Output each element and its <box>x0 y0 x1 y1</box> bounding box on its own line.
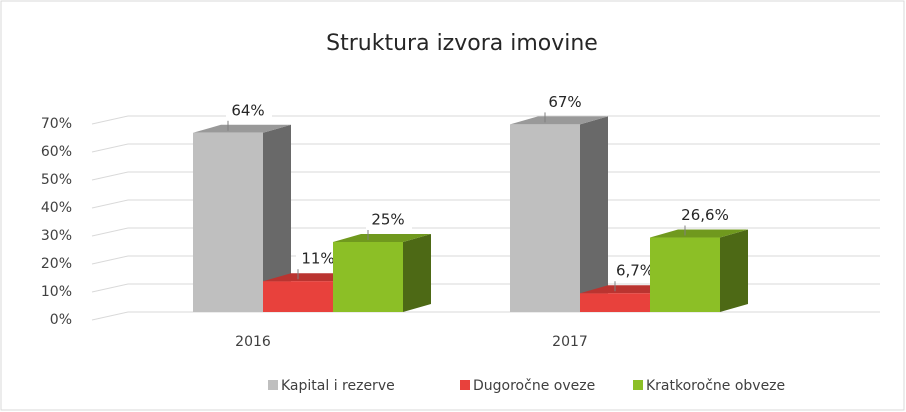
chart-title: Struktura izvora imovine <box>326 31 598 56</box>
value-label: 11% <box>301 250 334 268</box>
y-tick-label: 60% <box>41 144 72 160</box>
bar-side <box>403 234 431 312</box>
grid-line <box>91 199 880 209</box>
y-tick-label: 0% <box>50 312 72 328</box>
bar-front <box>580 293 650 312</box>
grid-line <box>91 227 880 237</box>
legend-swatch <box>633 380 643 390</box>
y-tick-label: 10% <box>41 284 72 300</box>
bar <box>333 234 431 312</box>
grid-line <box>91 171 880 181</box>
bar-front <box>510 124 580 313</box>
bar-top <box>650 229 748 238</box>
value-label: 64% <box>231 101 264 119</box>
y-tick-label: 30% <box>41 228 72 244</box>
value-label: 25% <box>371 211 404 229</box>
label-box <box>543 92 589 113</box>
bar-front <box>263 281 333 312</box>
y-tick-label: 40% <box>41 200 72 216</box>
bar-side <box>580 116 608 313</box>
bar <box>510 116 608 313</box>
bar <box>193 124 291 312</box>
legend-swatch <box>460 380 470 390</box>
bar-side <box>720 229 748 312</box>
grid-line <box>91 115 880 125</box>
value-label: 6,7% <box>616 262 654 280</box>
label-box <box>613 261 659 282</box>
value-label: 26,6% <box>681 206 729 224</box>
x-tick-label: 2017 <box>552 334 588 350</box>
bar-front <box>193 132 263 312</box>
legend-label: Kapital i rezerve <box>281 378 395 394</box>
legend-label: Kratkoročne obveze <box>646 378 785 394</box>
grid-line <box>91 255 880 265</box>
bar-top <box>510 116 608 125</box>
label-box <box>296 249 342 270</box>
y-tick-label: 50% <box>41 172 72 188</box>
bar <box>650 229 748 312</box>
y-tick-label: 20% <box>41 256 72 272</box>
bar-top <box>193 124 291 133</box>
y-tick-label: 70% <box>41 116 72 132</box>
label-box <box>683 205 729 226</box>
grid-line <box>91 143 880 153</box>
bar-front <box>333 242 403 312</box>
bar-top <box>333 234 431 242</box>
bar-front <box>650 237 720 312</box>
value-label: 67% <box>548 93 581 111</box>
label-box <box>226 100 272 121</box>
legend-label: Dugoročne oveze <box>473 378 595 394</box>
x-tick-label: 2016 <box>235 334 271 350</box>
label-box <box>366 210 412 230</box>
legend-swatch <box>268 380 278 390</box>
grid-line <box>91 283 880 293</box>
bar-side <box>263 124 291 312</box>
